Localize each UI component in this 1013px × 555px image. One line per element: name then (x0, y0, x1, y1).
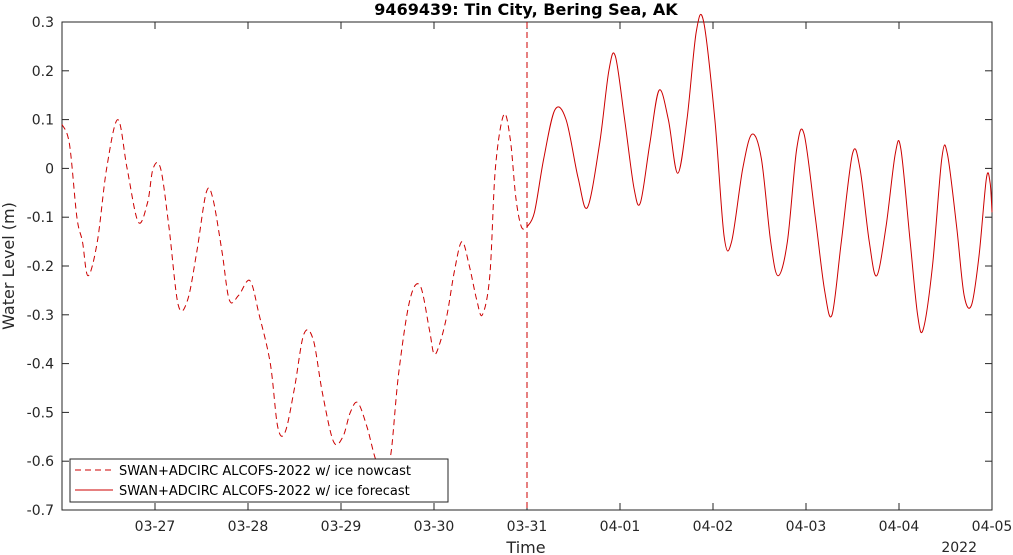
y-tick-label: 0 (45, 161, 54, 177)
y-tick-label: -0.6 (27, 454, 54, 470)
legend-forecast-label: SWAN+ADCIRC ALCOFS-2022 w/ ice forecast (119, 484, 410, 499)
x-tick-label: 04-03 (786, 519, 827, 535)
x-tick-label: 03-30 (414, 519, 455, 535)
legend: SWAN+ADCIRC ALCOFS-2022 w/ ice nowcast S… (69, 458, 449, 503)
forecast-series-line (526, 13, 993, 334)
y-tick-label: -0.4 (27, 357, 54, 373)
x-tick-label: 03-28 (228, 519, 269, 535)
y-tick-label: -0.3 (27, 308, 54, 324)
x-tick-label: 04-01 (600, 519, 641, 535)
x-tick-label: 04-05 (972, 519, 1013, 535)
x-tick-label: 03-29 (321, 519, 362, 535)
y-tick-label: -0.5 (27, 405, 54, 421)
y-tick-label: 0.3 (32, 15, 54, 31)
y-tick-label: -0.7 (27, 503, 54, 519)
y-axis: 0.3 0.2 0.1 0 -0.1 -0.2 -0.3 -0.4 -0.5 -0.6 -0.7 (27, 15, 992, 519)
y-tick-label: -0.2 (27, 259, 54, 275)
series-layer (61, 13, 993, 472)
x-axis: 03-27 03-28 03-29 03-30 03-31 04-01 04-02 04-03… (135, 22, 1013, 535)
y-tick-label: -0.1 (27, 210, 54, 226)
x-tick-label: 03-27 (135, 519, 176, 535)
y-axis-label: Water Level (m) (0, 202, 18, 330)
x-axis-label: Time (505, 538, 545, 555)
chart-title: 9469439: Tin City, Bering Sea, AK (374, 0, 678, 19)
legend-box (69, 458, 449, 503)
y-tick-label: 0.2 (32, 64, 54, 80)
y-tick-label: 0.1 (32, 113, 54, 129)
legend-nowcast-label: SWAN+ADCIRC ALCOFS-2022 w/ ice nowcast (119, 464, 411, 479)
x-tick-label: 03-31 (507, 519, 548, 535)
nowcast-series-line (61, 113, 528, 472)
year-label: 2022 (941, 540, 977, 555)
x-tick-label: 04-04 (879, 519, 920, 535)
x-tick-label: 04-02 (693, 519, 734, 535)
